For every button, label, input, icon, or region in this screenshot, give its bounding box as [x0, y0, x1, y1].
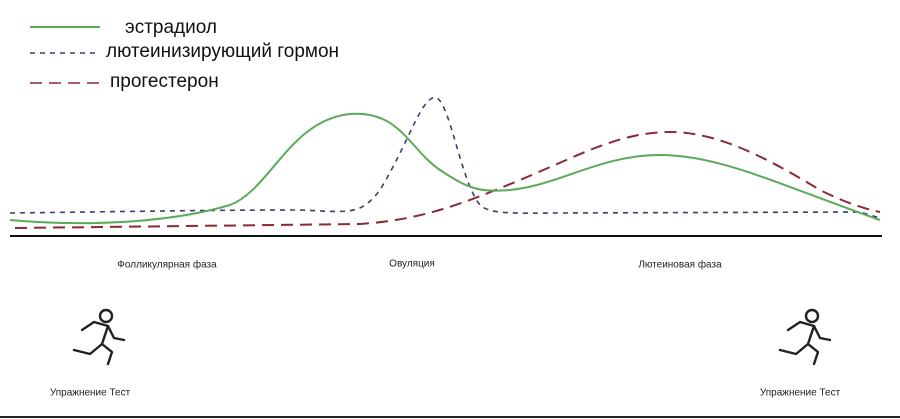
legend-label: лютеинизирующий гормон	[106, 41, 339, 62]
legend-label: эстрадиол	[125, 17, 217, 38]
lh-curve	[9, 96, 881, 219]
progesterone-curve	[14, 130, 881, 229]
estradiol-curve	[9, 112, 881, 225]
runner-icon[interactable]	[72, 308, 126, 366]
runner-icon[interactable]	[778, 308, 832, 366]
phase-label: Фолликулярная фаза	[117, 259, 217, 271]
exercise-label[interactable]: Упражнение Тест	[50, 388, 131, 399]
phase-label: Овуляция	[389, 259, 435, 270]
legend-label: прогестерон	[110, 71, 219, 92]
exercise-label[interactable]: Упражнение Тест	[760, 388, 841, 399]
phase-label: Лютеиновая фаза	[638, 259, 722, 271]
